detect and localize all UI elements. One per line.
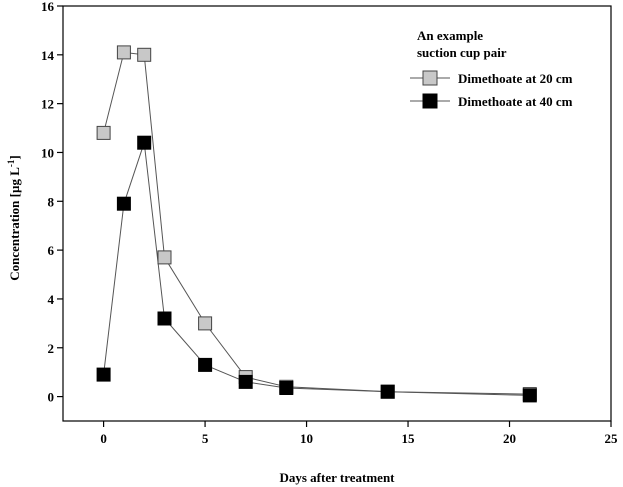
legend: An example suction cup pair Dimethoate a… xyxy=(410,28,573,109)
legend-marker-20cm xyxy=(422,70,438,86)
y-axis-title: Concentration [µg L-1] xyxy=(6,155,22,281)
y-tick-label: 2 xyxy=(48,341,55,356)
y-tick-label: 4 xyxy=(48,292,55,307)
legend-entry-20cm: Dimethoate at 20 cm xyxy=(410,70,573,86)
y-tick-label: 16 xyxy=(41,0,55,14)
data-point-series-1 xyxy=(116,196,131,211)
x-axis-title: Days after treatment xyxy=(279,470,395,485)
data-point-series-0 xyxy=(198,316,213,331)
data-point-series-0 xyxy=(96,125,111,140)
data-point-series-0 xyxy=(116,45,131,60)
x-tick-label: 0 xyxy=(100,431,107,446)
data-point-series-1 xyxy=(238,374,253,389)
y-axis-title-superscript: -1 xyxy=(6,159,16,167)
legend-title-line-1: An example xyxy=(417,28,483,43)
y-axis-title-main: Concentration [µg L xyxy=(7,167,22,281)
y-tick-label: 6 xyxy=(48,243,55,258)
data-point-series-1 xyxy=(157,311,172,326)
y-tick-label: 14 xyxy=(41,48,55,63)
data-point-series-1 xyxy=(522,388,537,403)
data-point-series-1 xyxy=(380,384,395,399)
data-point-series-0 xyxy=(137,47,152,62)
legend-marker-40cm xyxy=(422,93,438,109)
y-tick-label: 0 xyxy=(48,390,55,405)
y-tick-label: 8 xyxy=(48,194,55,209)
data-point-series-1 xyxy=(137,135,152,150)
legend-label-40cm: Dimethoate at 40 cm xyxy=(458,94,573,109)
series-line-1 xyxy=(103,142,530,396)
x-tick-label: 20 xyxy=(503,431,516,446)
x-tick-label: 15 xyxy=(402,431,416,446)
y-axis-title-suffix: ] xyxy=(7,155,22,159)
x-tick-label: 5 xyxy=(202,431,209,446)
plot-frame xyxy=(62,5,612,422)
legend-label-20cm: Dimethoate at 20 cm xyxy=(458,71,573,86)
data-point-series-0 xyxy=(157,250,172,265)
data-point-series-1 xyxy=(279,381,294,395)
y-axis-ticks: 0 2 4 6 8 10 12 14 16 xyxy=(41,0,63,405)
x-axis-ticks: 0 5 10 15 20 25 xyxy=(100,421,618,446)
x-tick-label: 25 xyxy=(605,431,619,446)
series-layer xyxy=(96,45,537,403)
y-tick-label: 12 xyxy=(41,97,54,112)
data-point-series-1 xyxy=(198,357,213,372)
x-tick-label: 10 xyxy=(300,431,313,446)
legend-title-line-2: suction cup pair xyxy=(417,45,507,60)
y-tick-label: 10 xyxy=(41,145,54,160)
data-point-series-1 xyxy=(96,367,111,382)
legend-entry-40cm: Dimethoate at 40 cm xyxy=(410,93,573,109)
